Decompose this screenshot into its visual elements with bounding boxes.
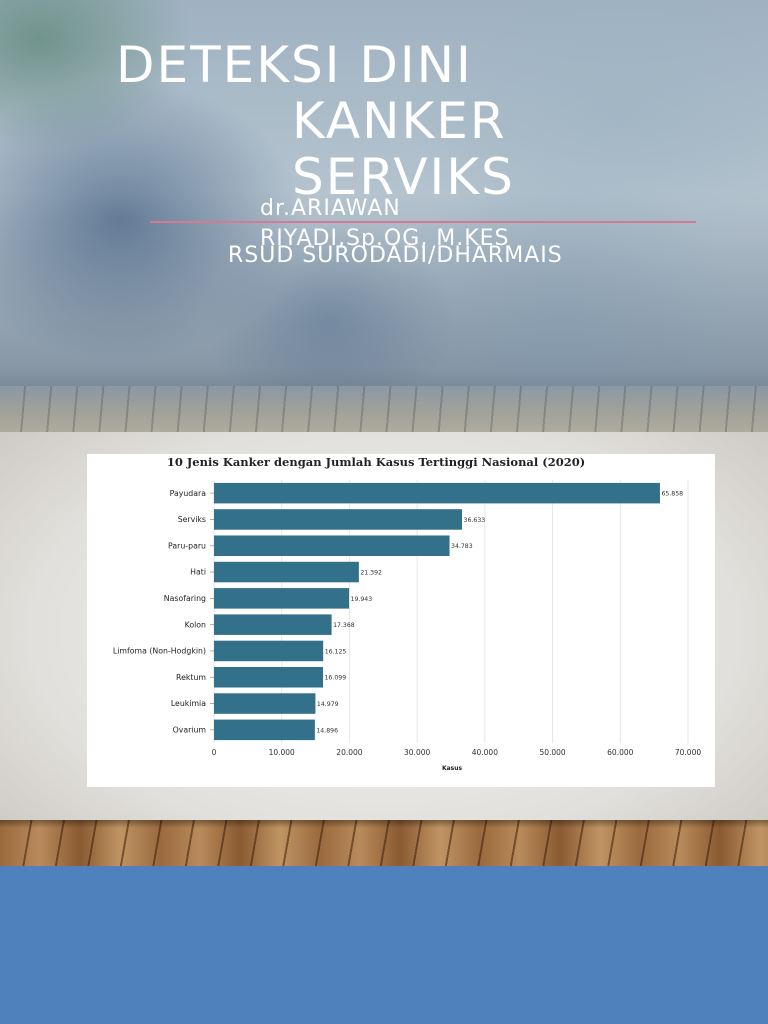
x-tick-label: 70.000	[675, 748, 701, 757]
bar	[214, 561, 359, 583]
value-label: 16.099	[325, 675, 347, 682]
value-label: 14.979	[317, 701, 339, 708]
title-divider	[150, 221, 696, 223]
x-tick-label: 60.000	[607, 748, 633, 757]
slide-title-line-3: SERVIKS	[292, 148, 515, 206]
bar	[214, 693, 316, 714]
blue-slide-band	[0, 866, 768, 1024]
chart-labels: 0 10.000 20.000 30.000 40.000 50.000 60.000 70.…	[113, 489, 701, 757]
category-label: Hati	[190, 568, 206, 577]
value-label: 14.896	[316, 727, 338, 734]
bar	[214, 614, 332, 635]
author-affiliation: RSUD SURODADI/DHARMAIS	[228, 243, 563, 268]
value-label: 19.943	[351, 596, 373, 603]
chart-title: 10 Jenis Kanker dengan Jumlah Kasus Tert…	[167, 455, 585, 469]
x-tick-label: 30.000	[404, 748, 430, 757]
value-label: 65.858	[661, 491, 683, 498]
chart-card: 10 Jenis Kanker dengan Jumlah Kasus Tert…	[87, 454, 715, 787]
value-label: 36.633	[464, 517, 486, 524]
bar	[214, 666, 324, 688]
category-label: Limfoma (Non-Hodgkin)	[113, 647, 206, 656]
bar	[214, 640, 324, 662]
floor-shadow	[0, 820, 768, 828]
x-axis-label: Kasus	[442, 765, 463, 772]
category-label: Leukimia	[171, 699, 206, 708]
x-tick-label: 50.000	[539, 748, 565, 757]
category-label: Payudara	[170, 489, 207, 498]
value-label: 34.783	[451, 543, 473, 550]
bar-chart: 10 Jenis Kanker dengan Jumlah Kasus Tert…	[113, 455, 701, 772]
category-label: Nasofaring	[164, 594, 206, 603]
category-label: Ovarium	[173, 725, 206, 734]
x-tick-label: 20.000	[336, 748, 362, 757]
x-tick-label: 0	[212, 748, 217, 757]
author-name-line-1: dr.ARIAWAN	[260, 196, 401, 221]
value-label: 16.125	[325, 648, 347, 655]
title-slide-background	[0, 0, 768, 432]
slide-title-line-1: DETEKSI DINI	[116, 36, 473, 94]
category-label: Kolon	[185, 620, 206, 629]
chart-bars	[214, 482, 660, 741]
category-label: Paru-paru	[168, 541, 206, 550]
slide-title-line-2: KANKER	[292, 92, 507, 150]
bar	[214, 509, 463, 530]
value-label: 21.392	[360, 569, 382, 576]
bar	[214, 588, 350, 609]
x-tick-label: 40.000	[472, 748, 498, 757]
category-label: Serviks	[178, 515, 206, 524]
value-label: 17.368	[333, 622, 355, 629]
bar	[214, 482, 660, 504]
bar	[214, 719, 315, 741]
x-tick-label: 10.000	[269, 748, 295, 757]
category-label: Rektum	[176, 673, 206, 682]
bar	[214, 535, 450, 557]
title-slide-floor	[0, 386, 768, 432]
author-name-line-2: RIYADI,Sp.OG, M.KES	[260, 226, 510, 251]
wooden-floor	[0, 820, 768, 866]
